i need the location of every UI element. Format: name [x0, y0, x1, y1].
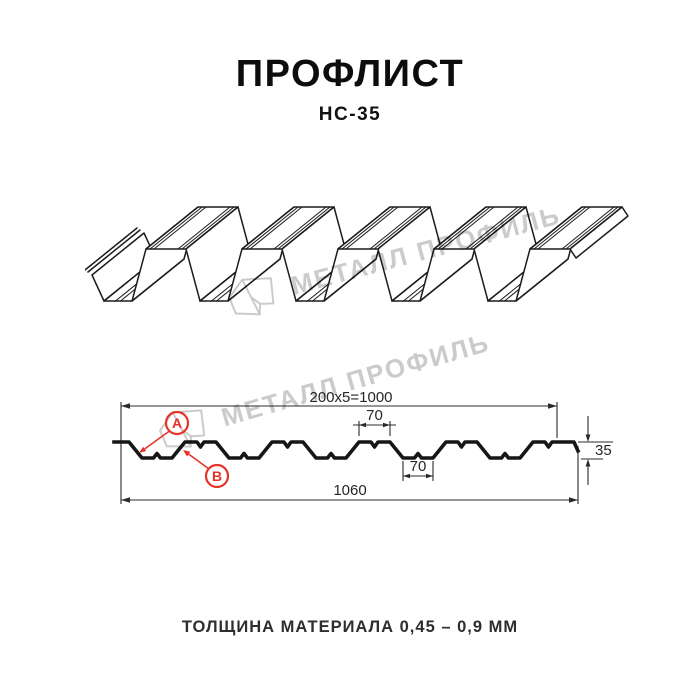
thickness-note: ТОЛЩИНА МАТЕРИАЛА 0,45 – 0,9 ММ [181, 618, 519, 636]
left-cut-edge [85, 227, 141, 273]
cross-section-drawing: 200x5=1000 1060 70 70 35 [112, 390, 613, 504]
dimension-height-label: 35 [595, 442, 612, 459]
profile-outline [112, 440, 581, 460]
product-subtitle: НС-35 [318, 104, 382, 125]
dimension-module-label: 200x5=1000 [310, 390, 393, 406]
dimension-rib-top-label: 70 [366, 407, 383, 424]
page-title: ПРОФЛИСТ [235, 53, 465, 95]
metall-profil-logo-icon [228, 277, 275, 316]
watermark: МЕТАЛЛ ПРОФИЛЬ [220, 194, 565, 324]
dimension-overall-width-label: 1060 [333, 482, 366, 499]
dimension-rib-bottom-label: 70 [410, 458, 427, 475]
profile-3d-drawing [85, 206, 629, 302]
